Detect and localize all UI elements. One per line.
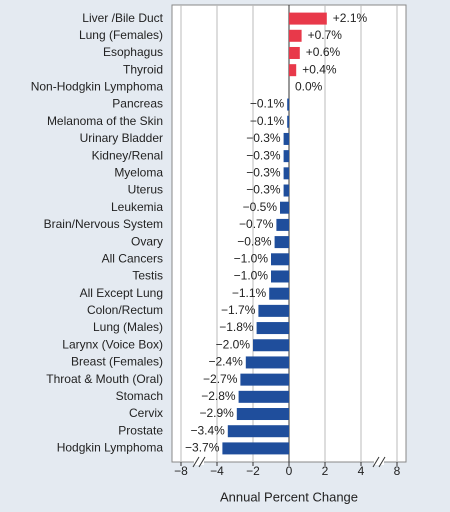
bar <box>271 253 289 266</box>
x-axis-label: Annual Percent Change <box>220 489 358 504</box>
bar <box>222 442 289 455</box>
bar <box>283 132 289 145</box>
y-tick-label: All Cancers <box>102 251 163 265</box>
bar <box>227 425 289 438</box>
axis-break <box>372 456 380 468</box>
y-tick-label: Larynx (Voice Box) <box>62 337 163 351</box>
value-label: −0.3% <box>246 148 281 162</box>
y-tick-label: Testis <box>132 269 163 283</box>
y-tick-label: Ovary <box>131 234 163 248</box>
y-tick-label: Pancreas <box>112 97 163 111</box>
value-label: +2.1% <box>333 11 368 25</box>
x-tick-label: 4 <box>358 464 365 478</box>
bar <box>289 12 327 25</box>
bar <box>289 64 297 77</box>
value-label: −0.1% <box>250 97 285 111</box>
value-label: −0.5% <box>243 200 278 214</box>
value-label: +0.7% <box>308 28 343 42</box>
value-label: −3.4% <box>190 423 225 437</box>
axis-break <box>378 456 386 468</box>
y-tick-label: Thyroid <box>123 62 163 76</box>
value-label: −1.0% <box>234 251 269 265</box>
x-tick-label: −2 <box>246 464 260 478</box>
y-tick-label: Breast (Females) <box>71 355 163 369</box>
bar <box>258 304 289 317</box>
value-label: +0.6% <box>306 45 341 59</box>
value-label: −0.3% <box>246 183 281 197</box>
bar <box>271 270 289 283</box>
bar <box>280 201 289 214</box>
y-tick-label: Stomach <box>116 389 163 403</box>
value-label: −1.1% <box>232 286 267 300</box>
value-label: −2.7% <box>203 372 238 386</box>
x-tick-label: 0 <box>286 464 293 478</box>
value-label: −1.0% <box>234 269 269 283</box>
y-tick-label: Prostate <box>118 423 163 437</box>
value-label: −3.7% <box>185 441 220 455</box>
bar <box>240 373 289 386</box>
bar <box>253 339 289 352</box>
y-tick-label: Urinary Bladder <box>80 131 163 145</box>
y-tick-label: Colon/Rectum <box>87 303 163 317</box>
bar <box>283 150 289 163</box>
x-tick-label: −4 <box>210 464 224 478</box>
y-tick-label: Cervix <box>129 406 163 420</box>
y-tick-label: Throat & Mouth (Oral) <box>46 372 163 386</box>
y-tick-label: Lung (Females) <box>79 28 163 42</box>
value-label: −0.8% <box>237 234 272 248</box>
bar <box>238 390 289 403</box>
y-tick-label: All Except Lung <box>80 286 163 300</box>
y-tick-label: Lung (Males) <box>93 320 163 334</box>
bar <box>287 98 289 111</box>
x-tick-label: 2 <box>322 464 329 478</box>
value-label: 0.0% <box>295 80 323 94</box>
value-label: −1.7% <box>221 303 256 317</box>
y-tick-label: Liver /Bile Duct <box>82 11 163 25</box>
axis-break-gap <box>194 459 204 465</box>
value-label: −0.1% <box>250 114 285 128</box>
value-label: −0.7% <box>239 217 274 231</box>
x-tick-label: 8 <box>394 464 401 478</box>
y-tick-label: Melanoma of the Skin <box>47 114 163 128</box>
bar <box>276 218 289 231</box>
y-tick-label: Non-Hodgkin Lymphoma <box>31 80 164 94</box>
y-tick-label: Leukemia <box>111 200 163 214</box>
y-tick-label: Myeloma <box>114 165 163 179</box>
bar <box>274 236 289 249</box>
y-tick-label: Brain/Nervous System <box>44 217 163 231</box>
bar <box>283 167 289 180</box>
value-label: −2.0% <box>216 337 251 351</box>
value-label: −0.3% <box>246 165 281 179</box>
bar <box>236 408 289 421</box>
bar <box>256 322 289 335</box>
y-tick-label: Uterus <box>128 183 163 197</box>
y-tick-label: Kidney/Renal <box>92 148 163 162</box>
bar <box>245 356 289 369</box>
value-label: −1.8% <box>219 320 254 334</box>
axis-break <box>198 456 206 468</box>
bar <box>269 287 289 300</box>
bar <box>287 115 289 128</box>
y-tick-label: Esophagus <box>103 45 163 59</box>
value-label: −2.9% <box>199 406 234 420</box>
axis-break <box>192 456 200 468</box>
bar <box>283 184 289 197</box>
value-label: +0.4% <box>302 62 337 76</box>
y-tick-label: Hodgkin Lymphoma <box>57 441 164 455</box>
bar <box>289 29 302 42</box>
x-tick-label: −8 <box>174 464 188 478</box>
axis-break-gap <box>374 459 384 465</box>
value-label: −0.3% <box>246 131 281 145</box>
value-label: −2.8% <box>201 389 236 403</box>
value-label: −2.4% <box>208 355 243 369</box>
bar <box>289 46 300 59</box>
